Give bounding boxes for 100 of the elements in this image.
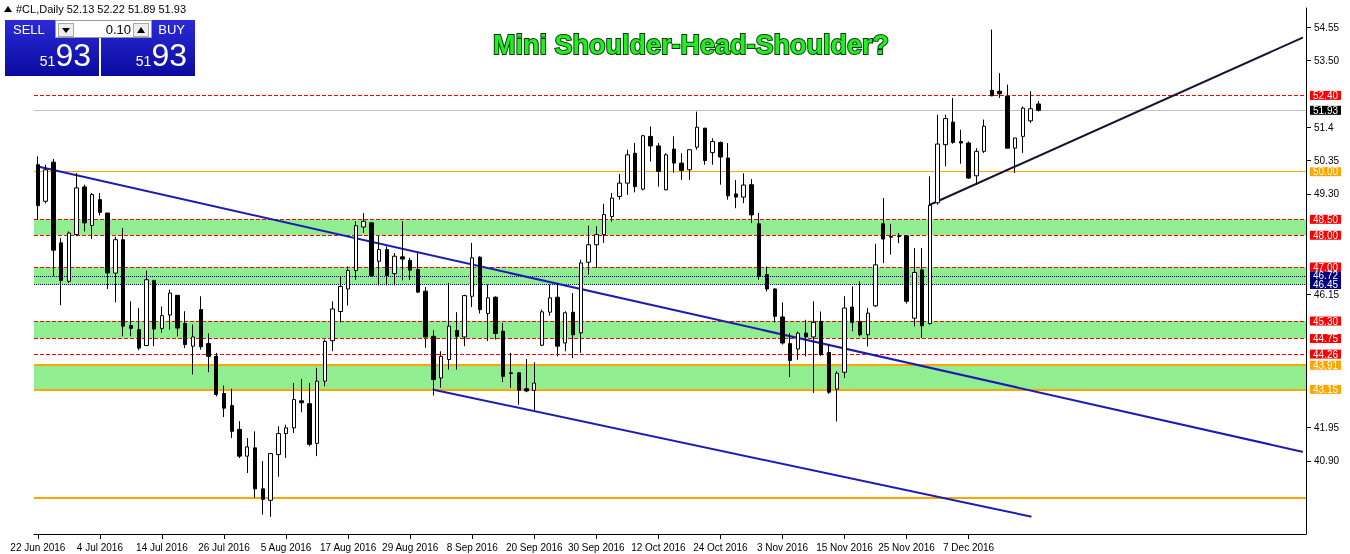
candlestick (230, 388, 234, 439)
candlestick (517, 371, 521, 406)
ref-line-label: 47.00 (1313, 261, 1339, 273)
candlestick (610, 192, 614, 223)
candlestick (470, 242, 474, 308)
candlestick (687, 148, 692, 181)
candlestick (679, 152, 684, 181)
candlestick (408, 257, 412, 281)
x-tick-label: 4 Jul 2016 (76, 541, 124, 553)
candlestick (400, 220, 405, 281)
candlestick (1013, 137, 1017, 174)
candlestick (571, 292, 575, 359)
candlestick (804, 319, 808, 357)
candlestick (129, 300, 133, 337)
candlestick (726, 142, 730, 201)
ref-line-label: 44.26 (1313, 348, 1339, 360)
candlestick (648, 126, 653, 163)
candlestick (113, 236, 118, 303)
x-tick-label: 25 Nov 2016 (878, 541, 936, 553)
candlestick (43, 164, 48, 204)
candlestick (392, 252, 397, 286)
candlestick (524, 358, 529, 393)
candlestick (36, 155, 40, 220)
candlestick (423, 286, 428, 349)
candlestick (920, 247, 924, 339)
ref-line-label: 46.72 (1313, 270, 1339, 282)
candlestick (811, 300, 816, 394)
candlestick (943, 114, 948, 167)
x-tick-label: 22 Jun 2016 (10, 541, 66, 553)
candlestick (641, 134, 645, 191)
candlestick (757, 212, 761, 281)
candlestick (74, 172, 79, 237)
candlestick (842, 295, 847, 379)
candlestick (439, 350, 443, 389)
candlestick (819, 311, 823, 357)
number-field: 0.10 (55, 20, 152, 38)
candlestick (780, 301, 785, 346)
candlestick (276, 425, 281, 478)
annotation: SELL (13, 22, 45, 37)
annotation: BUY (158, 22, 185, 37)
candlestick (951, 97, 955, 145)
candlestick (431, 329, 436, 396)
candlestick (416, 252, 420, 294)
x-tick-label: 5 Aug 2016 (260, 541, 312, 553)
candlestick (268, 452, 273, 518)
candlestick (199, 295, 203, 351)
candlestick (835, 370, 839, 422)
candlestick (935, 114, 940, 206)
candlestick (121, 227, 125, 337)
candlestick (168, 289, 172, 331)
candlestick (330, 300, 335, 352)
x-tick-label: 30 Sep 2016 (567, 541, 626, 553)
candlestick (548, 284, 552, 317)
candlestick (67, 230, 71, 284)
y-tick-label: 53.50 (1314, 54, 1340, 66)
x-tick-label: 14 Jul 2016 (136, 541, 189, 553)
candlestick (501, 322, 505, 383)
candlestick (749, 178, 754, 224)
candlestick (354, 220, 358, 281)
candlestick (105, 212, 110, 290)
candlestick (788, 332, 792, 378)
candlestick (617, 173, 622, 201)
candlestick (253, 430, 257, 499)
x-tick-label: 20 Sep 2016 (505, 541, 564, 553)
candlestick (315, 367, 319, 457)
candlestick (385, 245, 389, 286)
ref-line-label: 45.30 (1313, 315, 1339, 327)
candlestick (773, 287, 777, 323)
candlestick (897, 232, 901, 244)
candlestick (191, 324, 195, 375)
candlestick (338, 275, 343, 323)
candlestick (369, 221, 374, 278)
ref-line-label: 48.50 (1313, 213, 1339, 225)
candlestick (455, 311, 459, 371)
candlestick (82, 184, 87, 232)
candlestick (594, 225, 599, 269)
candlestick (59, 237, 63, 306)
candlestick (90, 192, 94, 240)
ref-line-label: 48.00 (1313, 229, 1339, 241)
candlestick (377, 235, 381, 286)
ref-line-label: 52.40 (1313, 89, 1339, 101)
ref-line-label: 43.91 (1313, 359, 1339, 371)
candlestick (361, 212, 366, 234)
candlestick (873, 243, 878, 308)
x-tick-label: 3 Nov 2016 (756, 541, 809, 553)
ref-line-label: 46.45 (1313, 279, 1339, 291)
candlestick (633, 142, 637, 193)
candlestick (672, 135, 676, 174)
candlestick (137, 307, 141, 351)
candlestick (183, 310, 187, 349)
candlestick (703, 127, 707, 166)
candlestick (866, 307, 870, 347)
candlestick (292, 382, 296, 434)
candlestick (299, 378, 304, 413)
ref-line-label: 44.75 (1313, 333, 1339, 345)
candlestick (540, 309, 544, 347)
candlestick (160, 305, 164, 334)
candlestick (261, 460, 265, 516)
candlestick (850, 285, 854, 332)
y-tick-label: 50.35 (1314, 155, 1340, 167)
